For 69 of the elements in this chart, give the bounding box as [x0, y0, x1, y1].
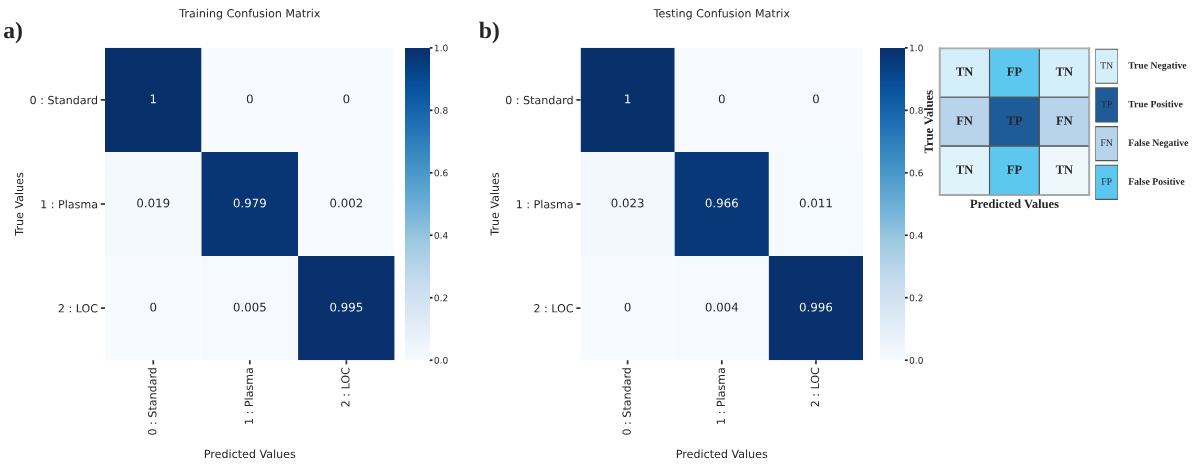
- data-label: 0.995: [330, 302, 363, 312]
- color-bar-label: 0.8: [434, 107, 448, 114]
- color-bar-label: 0.4: [909, 231, 923, 239]
- data-label: 0.005: [233, 302, 266, 312]
- text: TP: [1101, 100, 1112, 108]
- color-bar-label: 1.0: [910, 44, 923, 52]
- x-tick-label: 2 : LOC: [341, 367, 350, 407]
- color-bar-label: 1.0: [434, 44, 448, 52]
- text: FN: [1056, 116, 1073, 125]
- text: FP: [1007, 67, 1022, 76]
- data-label: 1: [150, 94, 156, 104]
- text: FN: [1100, 139, 1113, 146]
- color-bar-label: 0.4: [434, 231, 448, 239]
- color-bar-label: 0.8: [909, 107, 923, 114]
- x-axis-title: Predicted Values: [676, 449, 768, 459]
- text: FP: [1007, 165, 1022, 174]
- color-bar-label: 0.6: [434, 169, 448, 177]
- x-tick-label: 0 : Standard: [622, 368, 631, 435]
- color-bar-label: 0.0: [434, 356, 448, 364]
- text: b): [479, 21, 499, 44]
- data-label: 0: [150, 302, 157, 312]
- data-label: 0: [812, 94, 819, 104]
- color-bar-label: 0.2: [434, 294, 448, 302]
- data-label: 0.002: [330, 198, 363, 208]
- y-axis-title: True Values: [14, 172, 24, 236]
- text: TN: [1100, 62, 1113, 69]
- data-label: 0.011: [799, 198, 832, 208]
- color-bar-label: 0.2: [909, 294, 923, 302]
- text: TP: [1006, 116, 1023, 125]
- chart-title: Testing Confusion Matrix: [653, 8, 790, 20]
- y-tick-label: 0 : Standard: [505, 95, 573, 105]
- text: FP: [1101, 178, 1112, 185]
- data-label: 0.979: [233, 198, 266, 208]
- x-axis-title: Predicted Values: [204, 449, 296, 459]
- x-tick-label: 0 : Standard: [147, 368, 157, 435]
- data-label: 0.019: [137, 198, 170, 208]
- data-label: 0.996: [799, 302, 833, 312]
- data-label: 0: [624, 302, 631, 312]
- x-tick-label: 2 : LOC: [810, 367, 820, 407]
- data-label: 0: [718, 94, 725, 104]
- y-tick-label: 2 : LOC: [58, 304, 98, 313]
- text: a): [3, 21, 22, 44]
- y-tick-label: 0 : Standard: [30, 95, 98, 105]
- text: True Values: [924, 90, 934, 154]
- data-label: 0.004: [705, 302, 739, 312]
- text: TN: [1055, 67, 1073, 76]
- text: TN: [956, 67, 974, 76]
- y-tick-label: 2 : LOC: [534, 304, 573, 313]
- color-bar-label: 0.6: [909, 169, 923, 177]
- text: TN: [1055, 165, 1073, 174]
- text: Predicted Values: [970, 199, 1059, 209]
- y-axis-title: True Values: [490, 172, 499, 236]
- category-label: True Positive: [1128, 100, 1183, 108]
- text: FN: [956, 116, 973, 125]
- color-bar-label: 0.0: [909, 356, 923, 364]
- data-label: 0.023: [611, 198, 644, 208]
- text: TN: [956, 165, 974, 174]
- category-label: True Negative: [1128, 61, 1187, 71]
- chart-title: Training Confusion Matrix: [179, 8, 321, 20]
- y-tick-label: 1 : Plasma: [41, 199, 98, 209]
- data-label: 0.966: [705, 198, 738, 208]
- x-tick-label: 1 : Plasma: [716, 368, 726, 424]
- data-label: 0: [343, 94, 350, 104]
- x-tick-label: 1 : Plasma: [244, 368, 254, 424]
- data-label: 1: [625, 94, 631, 104]
- category-label: False Positive: [1128, 177, 1185, 185]
- category-label: False Negative: [1128, 139, 1189, 149]
- y-tick-label: 1 : Plasma: [516, 199, 573, 209]
- data-label: 0: [246, 94, 253, 104]
